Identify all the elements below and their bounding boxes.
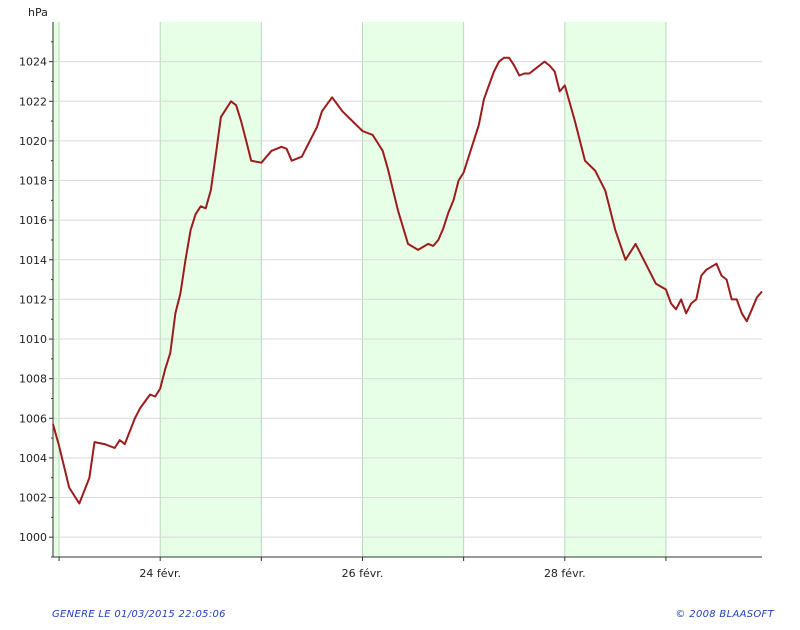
y-tick-label: 1010: [19, 333, 47, 346]
y-axis: 1000 1002 1004 1006 1008 1010 1012 1014 1016 1018…: [19, 22, 54, 558]
y-tick-label: 1012: [19, 293, 47, 306]
y-axis-label: hPa: [28, 6, 48, 19]
y-tick-label: 1000: [19, 531, 47, 544]
x-tick-label: 24 févr.: [139, 567, 181, 580]
x-tick-label: 28 févr.: [544, 567, 586, 580]
day-band: [564, 22, 666, 557]
gridlines: [53, 61, 762, 538]
y-tick-label: 1020: [19, 135, 47, 148]
day-band: [362, 22, 464, 557]
y-tick-label: 1014: [19, 254, 47, 267]
y-tick-label: 1016: [19, 214, 47, 227]
y-tick-label: 1002: [19, 492, 47, 505]
day-band: [160, 22, 262, 557]
pressure-line: [52, 56, 763, 505]
day-band: [53, 22, 60, 557]
copyright-notice: © 2008 BLAASOFT: [675, 609, 774, 620]
x-axis: 24 févr. 26 févr. 28 févr.: [53, 556, 762, 580]
generated-timestamp: GENERE LE 01/03/2015 22:05:06: [52, 609, 226, 620]
y-tick-label: 1024: [19, 56, 47, 69]
series-group: [52, 56, 763, 505]
y-tick-label: 1022: [19, 95, 47, 108]
day-shading-bands: [52, 22, 667, 557]
y-tick-label: 1008: [19, 373, 47, 386]
y-tick-label: 1006: [19, 412, 47, 425]
y-tick-label: 1004: [19, 452, 47, 465]
x-tick-label: 26 févr.: [342, 567, 384, 580]
y-tick-label: 1018: [19, 175, 47, 188]
